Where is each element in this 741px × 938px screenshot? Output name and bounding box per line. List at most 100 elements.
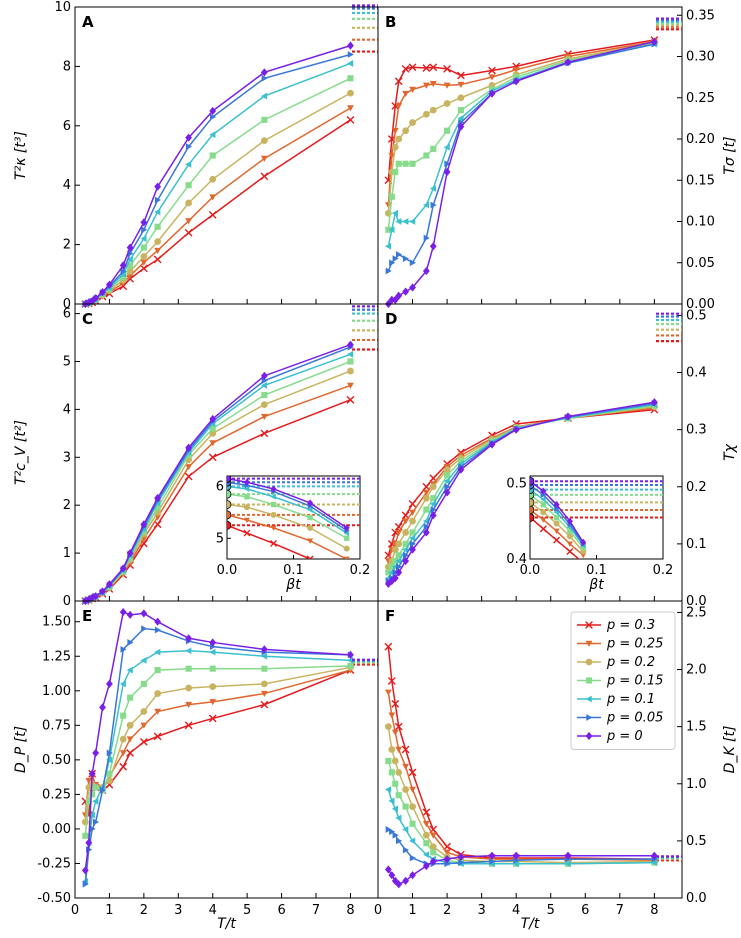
inset-data-point [243,529,251,537]
data-point [88,593,96,602]
data-point [106,679,113,688]
panel-label: C [82,310,93,328]
legend-box [570,611,676,750]
inset-extrapolated-point [530,498,535,507]
data-point [92,784,99,791]
data-point [422,489,430,496]
data-point [209,638,217,647]
x-tick-label: 2 [140,903,148,918]
data-point [99,587,106,596]
data-point [185,161,192,168]
data-point [385,757,392,764]
inset-data-point [540,496,546,503]
x-tick-label: 8 [650,903,658,918]
y-tick-label: 0.00 [686,297,715,312]
data-point [391,876,399,885]
inset-data-point [553,514,560,521]
y-axis-label: T²κ [t³] [13,131,29,180]
inset-data-point [566,541,573,547]
series-0.1 [384,20,682,250]
data-point [457,465,465,474]
y-tick-label: -0.50 [37,891,71,906]
data-point [140,528,147,535]
data-point [384,642,393,651]
data-point [402,546,409,553]
data-point [347,358,354,365]
data-point [443,849,451,856]
data-point [126,749,134,757]
data-point [409,259,416,267]
x-tick-label: 4 [209,903,217,918]
data-point [260,172,269,181]
data-point [92,592,100,601]
data-point [402,218,409,225]
inset-data-point [580,538,587,546]
y-tick-label: 0.35 [686,8,715,23]
inset-x-tick-label: 0.1 [586,563,607,578]
data-point [388,152,396,159]
inset-data-point [553,528,560,535]
data-point [185,634,193,643]
data-point [395,291,403,300]
data-point [185,199,193,207]
data-point [88,811,95,819]
data-point [210,113,217,121]
data-point [429,500,436,508]
series-0.1 [81,647,378,885]
data-point [444,860,451,868]
data-point [85,298,93,307]
data-point [106,580,113,589]
inset-data-point [343,545,350,552]
panel-label: D [385,310,397,328]
data-point [443,82,451,89]
y-tick-label: 0.25 [42,787,71,802]
data-point [119,750,127,757]
series-0 [81,305,378,606]
x-tick-label: 0 [71,903,79,918]
data-point [395,218,402,225]
data-point [389,828,396,836]
y-tick-label: 2.0 [686,663,707,678]
data-point [391,699,400,708]
data-point [409,283,416,292]
y-tick-label: 0.5 [686,308,707,323]
y-tick-label: 0.00 [42,822,71,837]
data-point [106,749,113,757]
data-point [184,721,193,730]
data-point [443,460,451,468]
data-point [209,414,217,424]
x-tick-label: 6 [277,903,285,918]
data-point [395,880,403,889]
data-point [409,160,416,167]
data-point [153,255,162,264]
inset-data-point [553,501,560,509]
inset-data-point [243,478,250,486]
data-point [422,201,430,209]
data-point [92,818,100,826]
series-line [387,760,655,865]
data-point [140,722,148,729]
data-point [209,106,217,116]
data-point [409,803,416,811]
data-point [402,551,410,559]
y-tick-label: 6 [63,307,71,322]
data-point [260,645,268,654]
inset-plot [227,476,360,559]
data-point [127,694,134,701]
data-point [347,41,354,50]
y-tick-label: 1.50 [42,615,71,630]
data-point [126,666,133,674]
y-tick-label: 0.0 [686,594,707,609]
inset-data-point [566,533,573,540]
data-point [422,831,430,839]
data-point [185,143,193,150]
series-line [387,40,655,305]
panel-label: F [385,607,395,625]
inset-extrapolated-point [530,513,535,522]
data-point [209,665,216,672]
data-point [409,534,416,542]
data-point [488,66,496,75]
data-point [346,115,355,124]
data-point [119,270,126,278]
inset-y-tick-label: 5 [216,531,224,546]
